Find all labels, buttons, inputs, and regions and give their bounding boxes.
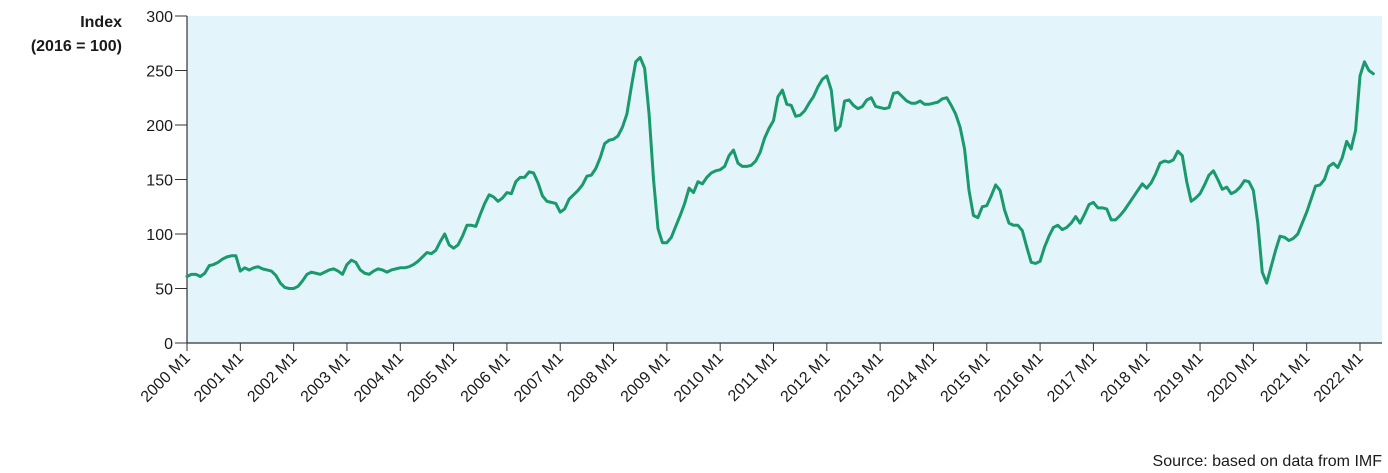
x-tick-label: 2022 M1 [1311,350,1367,406]
plot-background [187,16,1382,343]
x-tick-label: 2006 M1 [458,350,514,406]
y-axis-label: Index [80,14,122,31]
x-tick-label: 2020 M1 [1204,350,1260,406]
source-note: Source: based on data from IMF [1153,453,1383,468]
x-tick-label: 2003 M1 [298,350,354,406]
x-tick-label: 2011 M1 [725,350,780,405]
y-tick-label: 150 [146,173,173,190]
y-tick-label: 300 [146,9,173,26]
x-tick-label: 2001 M1 [191,350,247,406]
x-tick-label: 2005 M1 [404,350,460,406]
x-tick-label: 2017 M1 [1044,350,1100,406]
y-tick-label: 100 [146,227,173,244]
x-tick-label: 2008 M1 [564,350,620,406]
x-tick-label: 2013 M1 [831,350,887,406]
y-tick-label: 200 [146,118,173,135]
x-tick-label: 2019 M1 [1151,350,1207,406]
x-tick-label: 2021 M1 [1257,350,1313,406]
y-axis-label: (2016 = 100) [31,38,122,55]
x-tick-label: 2007 M1 [511,350,567,406]
data-line [185,55,1375,290]
y-tick-label: 50 [155,282,173,299]
x-tick-label: 2015 M1 [938,350,994,406]
x-tick-label: 2002 M1 [244,350,300,406]
x-tick-label: 2018 M1 [1098,350,1154,406]
y-tick-label: 250 [146,64,173,81]
x-tick-label: 2016 M1 [991,350,1047,406]
x-tick-label: 2004 M1 [351,350,407,406]
x-tick-label: 2009 M1 [618,350,674,406]
x-tick-label: 2000 M1 [138,350,194,406]
x-tick-label: 2010 M1 [671,350,727,406]
x-tick-label: 2012 M1 [778,350,834,406]
x-tick-label: 2014 M1 [884,350,940,406]
y-tick-label: 0 [164,336,173,353]
